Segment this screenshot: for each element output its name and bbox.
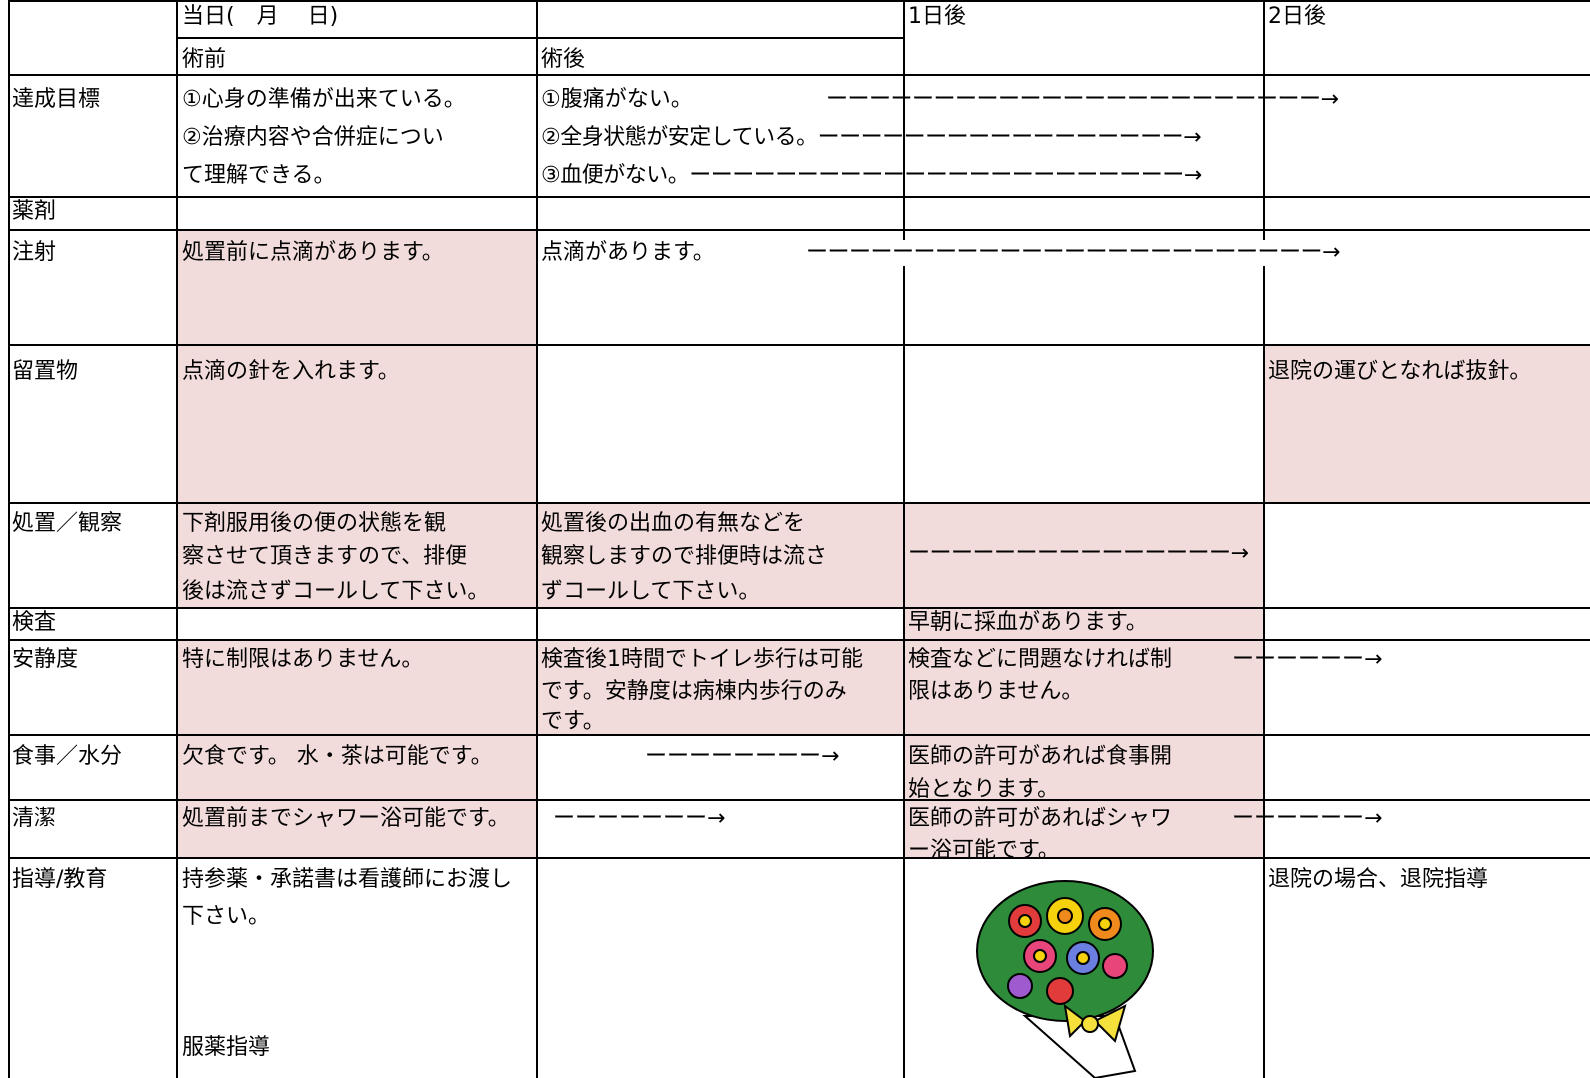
shade (177, 345, 537, 503)
cell-text: 特に制限はありません。 (182, 647, 424, 672)
arrow: ーーーーーーーーーーーーーーーーーーーーーーーー→ (806, 240, 1340, 266)
cell-text: 服薬指導 (182, 1035, 271, 1060)
shade (904, 608, 1264, 640)
cell-text: 欠食です。 水・茶は可能です。 (182, 744, 493, 769)
cell-text: 限はありません。 (908, 679, 1084, 704)
rule (8, 639, 1590, 641)
cell-text: ずコールして下さい。 (541, 579, 761, 604)
shade (177, 640, 1264, 735)
cell-text: 退院の場合、退院指導 (1268, 867, 1489, 892)
cell-text: ー浴可能です。 (908, 838, 1060, 863)
shade (904, 800, 1264, 858)
cell-text: 始となります。 (908, 777, 1060, 802)
cell-text: 処置前に点滴があります。 (182, 240, 444, 265)
rule (8, 344, 1590, 346)
rule (177, 37, 904, 39)
rule (8, 74, 1590, 76)
rule (8, 607, 1590, 609)
cell-text: 観察しますので排便時は流さ (541, 544, 828, 569)
cell-text: です。 (541, 709, 605, 734)
header: 術後 (541, 47, 586, 72)
rule (8, 196, 1590, 198)
cell-text: て理解できる。 (182, 163, 336, 188)
rule (8, 734, 1590, 736)
row-label: 安静度 (12, 647, 79, 672)
shade (177, 735, 537, 800)
header: 当日( 月 日) (182, 4, 339, 29)
row-label: 清潔 (12, 806, 57, 831)
cell-text: です。安静度は病棟内歩行のみ (541, 679, 847, 704)
rule (903, 0, 905, 1078)
cell-text: 検査後1時間でトイレ歩行は可能 (541, 647, 863, 672)
rule (8, 0, 1590, 2)
cell-text: ①腹痛がない。 (541, 87, 693, 112)
arrow: ーーーーーー→ (1232, 647, 1383, 672)
arrow: ーーーーーーーー→ (645, 744, 840, 769)
rule (8, 857, 1590, 859)
cell-text: 後は流さずコールして下さい。 (182, 579, 490, 604)
cell-text: 察させて頂きますので、排便 (182, 544, 468, 569)
rule (536, 0, 538, 1078)
shade (177, 503, 1264, 608)
row-label: 薬剤 (12, 199, 57, 224)
shade (1264, 345, 1590, 503)
rule (8, 799, 1590, 801)
cell-text: ②全身状態が安定している。ーーーーーーーーーーーーーーーーー→ (541, 125, 1202, 150)
cell-text: 検査などに問題なければ制 (908, 647, 1173, 672)
arrow: ーーーーーーーーーーーーーーーーーーーーーーー→ (826, 87, 1339, 112)
cell-text: 下剤服用後の便の状態を観 (182, 511, 447, 536)
header: 術前 (182, 47, 227, 72)
arrow: ーーーーーーー→ (553, 806, 726, 831)
row-label: 処置／観察 (12, 511, 123, 536)
rule (8, 0, 10, 1078)
cell-text: 点滴があります。 (541, 240, 715, 265)
cell-text: 点滴の針を入れます。 (182, 359, 400, 384)
rule (8, 502, 1590, 504)
rule (8, 229, 1590, 231)
cell-text: ②治療内容や合併症につい (182, 125, 444, 150)
rule (1263, 0, 1265, 1078)
row-label: 注射 (12, 240, 57, 265)
shade (904, 735, 1264, 800)
bouquet-illustration (976, 880, 1154, 1078)
cell-text: ③血便がない。ーーーーーーーーーーーーーーーーーーーーーーー→ (541, 163, 1202, 188)
cell-text: 医師の許可があればシャワ (908, 806, 1173, 831)
row-label: 検査 (12, 610, 57, 635)
row-label: 達成目標 (12, 87, 101, 112)
row-label: 指導/教育 (12, 867, 108, 892)
shade (177, 230, 537, 345)
arrow: ーーーーーー→ (1232, 806, 1383, 831)
cell-text: 処置前までシャワー浴可能です。 (182, 806, 510, 831)
cell-text: 医師の許可があれば食事開 (908, 744, 1173, 769)
arrow: ーーーーーーーーーーーーーーー→ (908, 541, 1249, 566)
cell-text: 持参薬・承諾書は看護師にお渡し (182, 867, 513, 892)
header: 2日後 (1268, 4, 1326, 29)
cell-text: ①心身の準備が出来ている。 (182, 87, 466, 112)
cell-text: 処置後の出血の有無などを (541, 511, 806, 536)
rule (176, 0, 178, 1078)
header: 1日後 (908, 4, 966, 29)
cell-text: 退院の運びとなれば抜針。 (1268, 359, 1532, 384)
row-label: 食事／水分 (12, 744, 123, 769)
cell-text: 下さい。 (182, 904, 271, 929)
row-label: 留置物 (12, 359, 79, 384)
cell-text: 早朝に採血があります。 (908, 610, 1148, 635)
shade (177, 800, 537, 858)
